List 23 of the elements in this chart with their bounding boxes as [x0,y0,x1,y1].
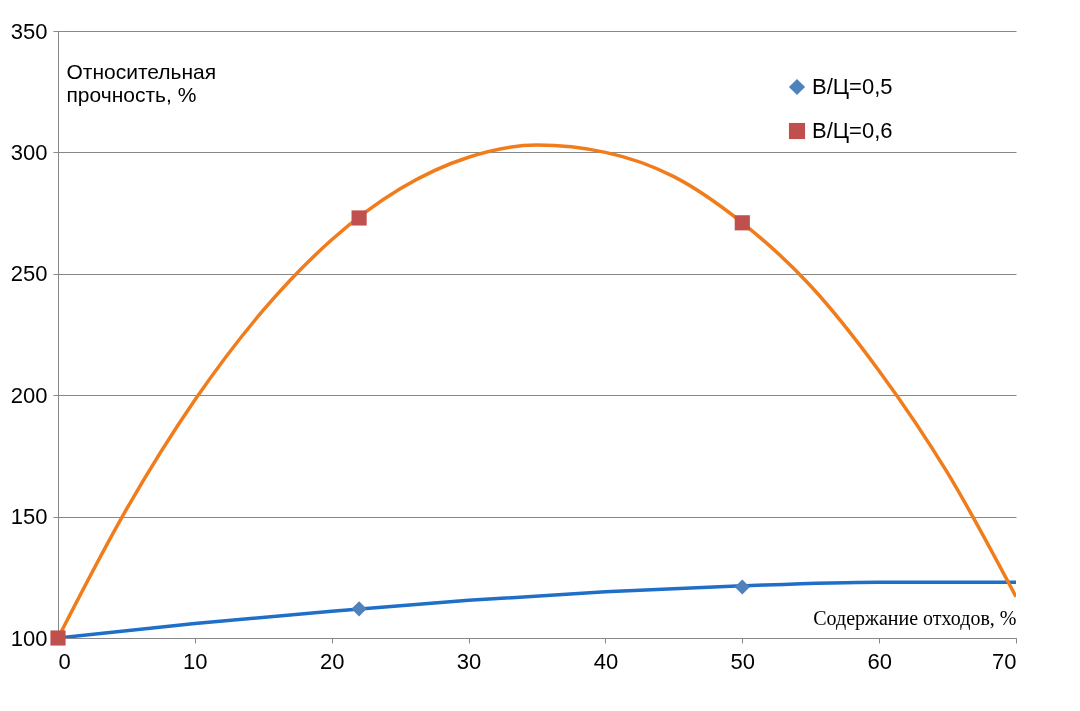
x-tick-label: 50 [730,648,756,674]
point [351,210,367,226]
point [734,215,750,231]
x-tick-label: 40 [593,648,619,674]
y-tick-label: 100 [10,625,48,651]
x-tick-label: 70 [992,648,1017,674]
x-tick-label: 60 [867,648,892,674]
y-tick-label: 350 [10,18,48,44]
point [351,601,367,617]
y-tick-label: 150 [10,504,48,530]
legend-label: В/Ц=0,6 [812,118,893,143]
y-tick-label: 200 [10,382,48,408]
y-tick-label: 300 [10,139,48,165]
point [50,630,66,646]
x-tick-label: 20 [319,648,345,674]
y-tick-label: 250 [10,261,48,287]
legend-label: В/Ц=0,5 [812,74,893,99]
point [734,579,750,595]
x-tick-label: 30 [456,648,482,674]
x-axis-title: Содержание отходов, % [813,606,1017,630]
x-tick-label: 10 [183,648,208,674]
y-axis-title: Относительная прочность, % [66,59,217,106]
x-tick-label: 0 [58,648,71,674]
